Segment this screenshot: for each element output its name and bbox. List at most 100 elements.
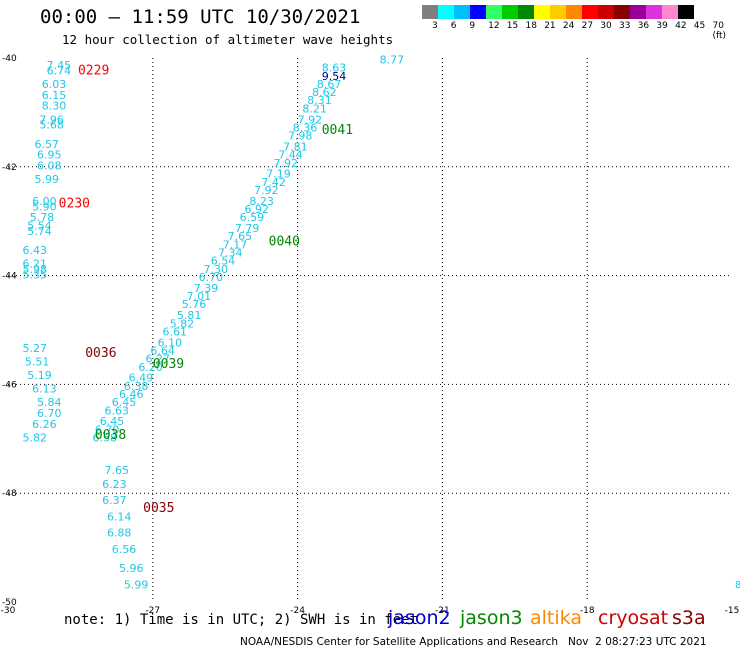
edge-value: 8 [735,580,740,591]
wave-height-value: 7.44 [278,149,303,162]
colorbar-swatch [502,5,518,19]
page-subtitle: 12 hour collection of altimeter wave hei… [62,32,394,47]
wave-height-value: 7.92 [254,184,279,197]
lat-tick-label: -50 [2,598,17,608]
colorbar-label: 3 [432,21,438,31]
colorbar-label: 30 [600,21,612,31]
pass-time-label: 0036 [85,346,116,361]
pass-time-label: 0038 [95,428,126,443]
colorbar-label: 27 [581,21,594,31]
wave-height-value: 5.68 [39,119,64,132]
lon-tick-label: -27 [145,606,160,616]
colorbar-label: 6 [450,21,457,31]
wave-height-value: 7.96 [39,113,64,126]
legend-jason3: jason3 [460,607,523,629]
colorbar-swatch [662,5,678,19]
wave-height-value: 8.62 [312,86,337,99]
wave-height-value: 6.03 [42,78,67,91]
lon-tick-label: -21 [435,606,450,616]
wave-height-value: 5.78 [30,211,55,224]
wave-height-value: 6.15 [42,89,67,102]
map-grid [8,58,732,602]
pass-time-labels: 0041 0040 0039 0038 0229 0230 0036 0035 [59,63,353,516]
wave-height-value: 6.59 [240,211,265,224]
wave-height-value: 6.23 [102,478,127,491]
lon-tick-label: -30 [1,606,16,616]
wave-height-value: 5.51 [25,355,50,368]
wave-height-value: 5.35 [22,268,47,281]
wave-height-value: 7.30 [203,263,228,276]
pass-time-label: 0040 [269,235,300,250]
wave-height-value: 6.92 [245,203,269,216]
pass-time-label: 0039 [153,357,184,372]
colorbar-swatch [534,5,550,19]
colorbar-label: 21 [544,21,556,31]
wave-height-value: 6.58 [92,432,117,445]
colorbar-label: 45 [693,21,706,31]
colorbar-swatch [630,5,646,19]
wave-height-value: 6.14 [107,510,131,523]
wave-height-value: 5.19 [27,369,52,382]
wave-height-value: 6.64 [150,344,175,357]
wave-height-value: 6.45 [112,396,137,409]
colorbar-swatch [646,5,662,19]
wave-height-value: 7.39 [194,282,219,295]
lat-tick-label: -46 [2,380,17,390]
wave-height-value: 6.49 [129,372,154,385]
pass-time-label: 0035 [143,501,174,516]
wave-height-value: 5.99 [124,578,149,591]
credit-line: NOAA/NESDIS Center for Satellite Applica… [240,636,707,648]
wave-height-value: 5.98 [22,263,47,276]
wave-height-value: 5.27 [22,342,47,355]
wave-height-value: 6.74 [47,64,72,77]
lat-tick-label: -48 [2,489,17,499]
wave-height-value: 6.88 [107,527,131,540]
pass-time-label: 0229 [78,63,109,78]
wave-height-value: 7.81 [283,140,308,153]
wave-height-value: 6.63 [105,404,129,417]
colorbar-swatch [486,5,502,19]
wave-height-value: 7.65 [228,230,253,243]
wave-height-value: 8.77 [380,53,405,66]
wave-height-value: 6.26 [32,418,57,431]
lat-tick-label: -44 [2,272,17,282]
colorbar-swatch [550,5,566,19]
wave-height-value: 6.38 [124,380,149,393]
wave-height-value: 6.70 [37,407,62,420]
wave-height-value: 6.61 [162,325,187,338]
wave-height-value: 6.00 [32,195,57,208]
wave-height-value: 6.57 [35,138,60,151]
legend-s3a: s3a [672,607,706,629]
wave-height-value: 6.46 [119,388,144,401]
colorbar-label: 15 [506,21,519,31]
wave-height-value: 6.20 [138,361,163,374]
colorbar-swatch [566,5,582,19]
wave-height-value: 6.10 [158,336,183,349]
wave-height-value: 6.95 [37,149,62,162]
wave-height-value: 7.17 [223,238,248,251]
page-title: 00:00 — 11:59 UTC 10/30/2021 [40,6,361,28]
wave-height-value: 6.70 [95,423,120,436]
axis-tick-labels: -30 -27 -24 -21 -18 -15 -40 -42 -44 -46 -48 -50 [1,54,740,616]
wave-height-value: 6.54 [211,255,236,268]
lon-tick-label: -18 [580,606,595,616]
colorbar-labels: 3 6 9 12 15 18 21 24 27 30 33 36 39 42 45 70 (ft) [422,21,740,41]
wave-height-value: 5.81 [177,309,202,322]
wave-height-value: 6.70 [199,271,224,284]
lon-tick-label: -15 [725,606,740,616]
colorbar-swatch [598,5,614,19]
lat-tick-label: -42 [2,163,17,173]
colorbar-label: 70 (ft) [712,21,727,41]
colorbar-label: 9 [469,21,476,31]
colorbar-swatch [422,5,438,19]
pass-time-label: 0041 [322,123,353,138]
wave-height-value: 5.82 [170,317,195,330]
wave-height-value: 6.45 [100,415,125,428]
wave-height-colorbar [422,5,694,19]
colorbar-swatch [470,5,486,19]
wave-height-value: 5.74 [27,225,52,238]
legend-altika: altika [530,607,582,629]
colorbar-swatch [454,5,470,19]
wave-height-value: 6.27 [146,353,171,366]
